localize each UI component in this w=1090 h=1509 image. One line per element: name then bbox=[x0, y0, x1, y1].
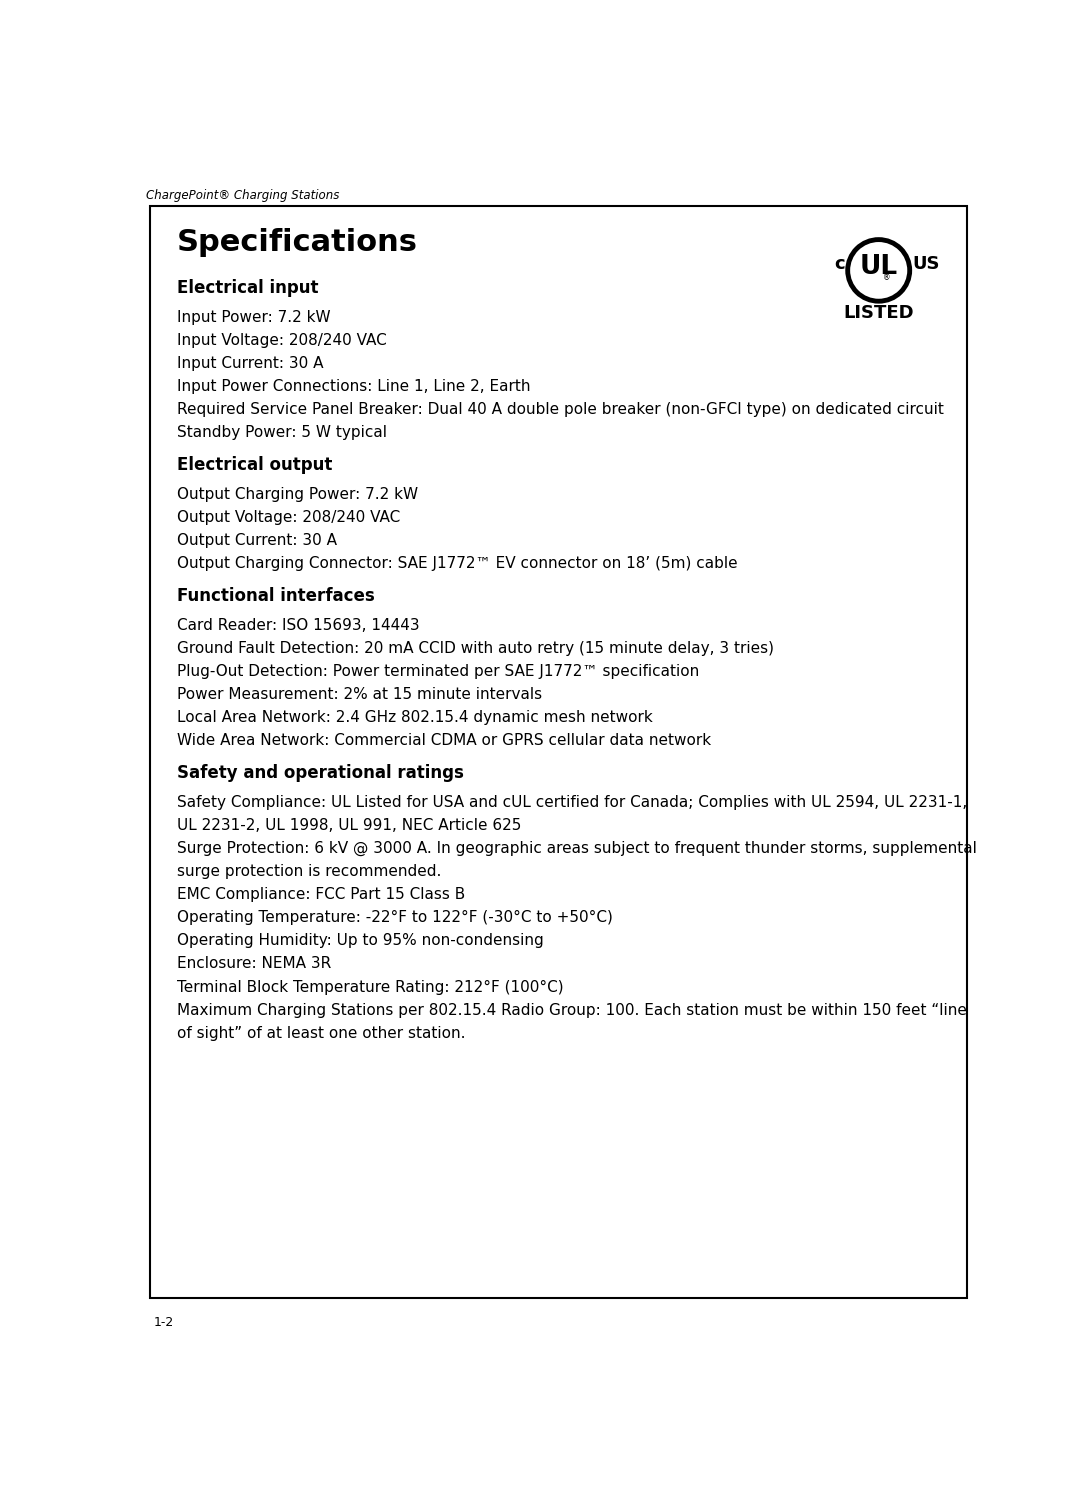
Text: Electrical input: Electrical input bbox=[177, 279, 318, 297]
Text: Surge Protection: 6 kV @ 3000 A. In geographic areas subject to frequent thunder: Surge Protection: 6 kV @ 3000 A. In geog… bbox=[177, 841, 977, 856]
Text: of sight” of at least one other station.: of sight” of at least one other station. bbox=[177, 1026, 465, 1041]
Text: Functional interfaces: Functional interfaces bbox=[177, 587, 374, 605]
Text: Input Power: 7.2 kW: Input Power: 7.2 kW bbox=[177, 309, 330, 324]
Text: Power Measurement: 2% at 15 minute intervals: Power Measurement: 2% at 15 minute inter… bbox=[177, 687, 542, 702]
Text: 1-2: 1-2 bbox=[154, 1316, 173, 1329]
Text: Standby Power: 5 W typical: Standby Power: 5 W typical bbox=[177, 426, 387, 441]
Text: Required Service Panel Breaker: Dual 40 A double pole breaker (non-GFCI type) on: Required Service Panel Breaker: Dual 40 … bbox=[177, 401, 944, 416]
Text: EMC Compliance: FCC Part 15 Class B: EMC Compliance: FCC Part 15 Class B bbox=[177, 887, 464, 902]
Text: ChargePoint® Charging Stations: ChargePoint® Charging Stations bbox=[146, 189, 339, 202]
Text: Safety and operational ratings: Safety and operational ratings bbox=[177, 764, 463, 782]
Text: c: c bbox=[834, 255, 845, 273]
Text: surge protection is recommended.: surge protection is recommended. bbox=[177, 865, 441, 880]
Text: ®: ® bbox=[884, 273, 891, 282]
Text: Input Power Connections: Line 1, Line 2, Earth: Input Power Connections: Line 1, Line 2,… bbox=[177, 379, 530, 394]
Text: Enclosure: NEMA 3R: Enclosure: NEMA 3R bbox=[177, 957, 330, 972]
Text: Output Charging Connector: SAE J1772™ EV connector on 18’ (5m) cable: Output Charging Connector: SAE J1772™ EV… bbox=[177, 557, 737, 570]
Text: LISTED: LISTED bbox=[844, 305, 915, 323]
Text: Input Voltage: 208/240 VAC: Input Voltage: 208/240 VAC bbox=[177, 333, 386, 347]
Text: Operating Humidity: Up to 95% non-condensing: Operating Humidity: Up to 95% non-conden… bbox=[177, 934, 543, 948]
Text: Output Charging Power: 7.2 kW: Output Charging Power: 7.2 kW bbox=[177, 487, 417, 502]
Text: Maximum Charging Stations per 802.15.4 Radio Group: 100. Each station must be wi: Maximum Charging Stations per 802.15.4 R… bbox=[177, 1002, 967, 1017]
Text: Electrical output: Electrical output bbox=[177, 456, 332, 474]
Text: Input Current: 30 A: Input Current: 30 A bbox=[177, 356, 323, 371]
Text: Card Reader: ISO 15693, 14443: Card Reader: ISO 15693, 14443 bbox=[177, 617, 420, 632]
Text: Ground Fault Detection: 20 mA CCID with auto retry (15 minute delay, 3 tries): Ground Fault Detection: 20 mA CCID with … bbox=[177, 641, 774, 656]
Text: Safety Compliance: UL Listed for USA and cUL certified for Canada; Complies with: Safety Compliance: UL Listed for USA and… bbox=[177, 795, 967, 810]
Text: UL: UL bbox=[860, 254, 898, 279]
Text: Plug-Out Detection: Power terminated per SAE J1772™ specification: Plug-Out Detection: Power terminated per… bbox=[177, 664, 699, 679]
Text: Local Area Network: 2.4 GHz 802.15.4 dynamic mesh network: Local Area Network: 2.4 GHz 802.15.4 dyn… bbox=[177, 711, 652, 724]
Text: Terminal Block Temperature Rating: 212°F (100°C): Terminal Block Temperature Rating: 212°F… bbox=[177, 979, 564, 994]
Text: Wide Area Network: Commercial CDMA or GPRS cellular data network: Wide Area Network: Commercial CDMA or GP… bbox=[177, 733, 711, 748]
Text: Specifications: Specifications bbox=[177, 228, 417, 257]
Text: US: US bbox=[912, 255, 941, 273]
Text: Output Current: 30 A: Output Current: 30 A bbox=[177, 533, 337, 548]
Text: Output Voltage: 208/240 VAC: Output Voltage: 208/240 VAC bbox=[177, 510, 400, 525]
Text: Operating Temperature: -22°F to 122°F (-30°C to +50°C): Operating Temperature: -22°F to 122°F (-… bbox=[177, 910, 613, 925]
Text: UL 2231-2, UL 1998, UL 991, NEC Article 625: UL 2231-2, UL 1998, UL 991, NEC Article … bbox=[177, 818, 521, 833]
